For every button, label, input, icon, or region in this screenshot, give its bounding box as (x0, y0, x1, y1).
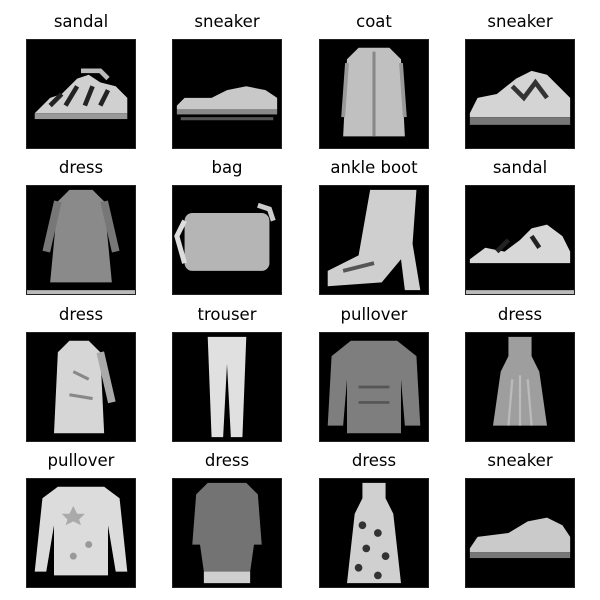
grid-cell-pullover: pullover (319, 303, 429, 443)
grid-cell-sandal: sandal (26, 10, 136, 150)
grid-cell-sandal: sandal (465, 156, 575, 296)
dress-image (319, 478, 429, 588)
image-label: coat (356, 12, 392, 31)
dress-image (26, 332, 136, 442)
dress-image (172, 478, 282, 588)
image-label: sneaker (487, 451, 553, 470)
grid-cell-coat: coat (319, 10, 429, 150)
image-label: dress (58, 158, 104, 177)
dress-image (465, 332, 575, 442)
sandal-image (465, 185, 575, 295)
image-label: dress (58, 305, 104, 324)
grid-cell-sneaker: sneaker (172, 10, 282, 150)
coat-image (319, 39, 429, 149)
grid-cell-sneaker: sneaker (465, 449, 575, 589)
image-label: pullover (47, 451, 115, 470)
image-label: dress (497, 305, 543, 324)
sneaker-image (465, 478, 575, 588)
grid-cell-dress: dress (319, 449, 429, 589)
grid-cell-bag: bag (172, 156, 282, 296)
bag-image (172, 185, 282, 295)
image-label: sandal (492, 158, 548, 177)
image-label: pullover (340, 305, 408, 324)
pullover-image (26, 478, 136, 588)
trouser-image (172, 332, 282, 442)
grid-cell-dress: dress (26, 156, 136, 296)
pullover-image (319, 332, 429, 442)
grid-cell-dress: dress (172, 449, 282, 589)
grid-cell-trouser: trouser (172, 303, 282, 443)
image-label: sandal (53, 12, 109, 31)
sneaker-image (172, 39, 282, 149)
dress-image (26, 185, 136, 295)
grid-cell-ankle-boot: ankle boot (319, 156, 429, 296)
image-label: sneaker (487, 12, 553, 31)
sneaker-image (465, 39, 575, 149)
image-label: trouser (197, 305, 257, 324)
sandal-image (26, 39, 136, 149)
ankle-boot-image (319, 185, 429, 295)
grid-cell-sneaker: sneaker (465, 10, 575, 150)
grid-cell-dress: dress (26, 303, 136, 443)
grid-cell-dress: dress (465, 303, 575, 443)
image-label: dress (351, 451, 397, 470)
image-label: sneaker (194, 12, 260, 31)
grid-cell-pullover: pullover (26, 449, 136, 589)
image-label: bag (211, 158, 243, 177)
image-label: dress (204, 451, 250, 470)
image-label: ankle boot (330, 158, 418, 177)
